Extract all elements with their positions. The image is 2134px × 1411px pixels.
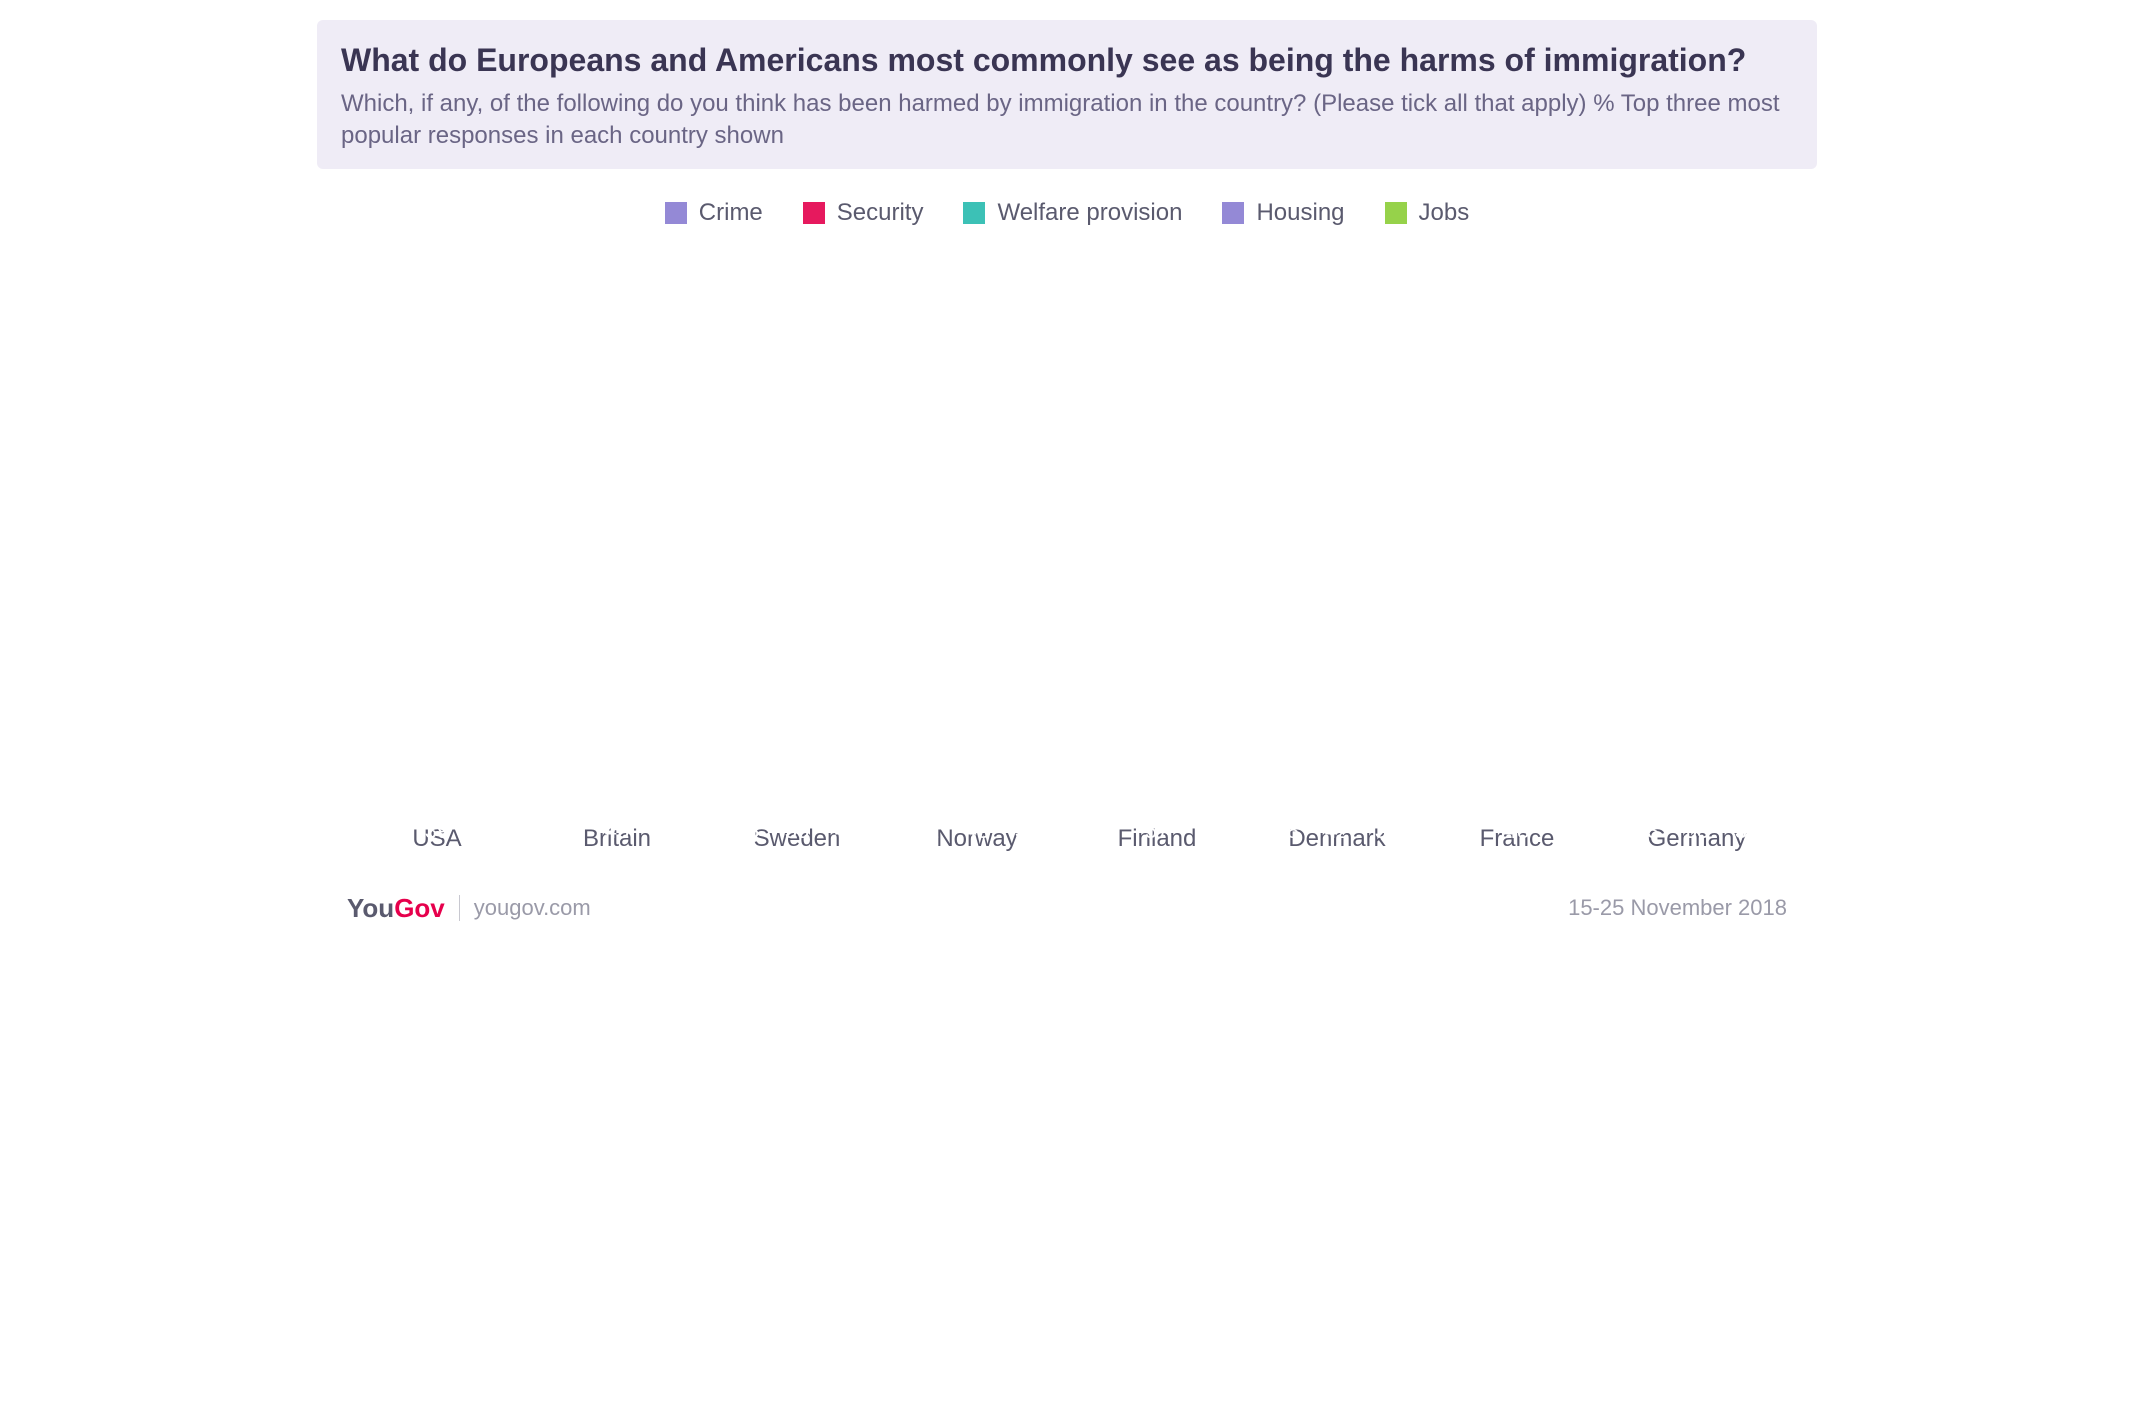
bar-value-label: 43 <box>965 818 989 844</box>
chart-plot-area: 4239324645396855466243386257416842334948… <box>317 251 1817 811</box>
legend-item: Housing <box>1222 199 1344 227</box>
legend-item: Security <box>803 199 924 227</box>
chart-subtitle: Which, if any, of the following do you t… <box>341 88 1793 153</box>
chart-footer: YouGov yougov.com 15-25 November 2018 <box>317 853 1817 934</box>
legend-swatch <box>1222 202 1244 224</box>
bar-value-label: 48 <box>1505 818 1529 844</box>
bar-value-label: 62 <box>1095 818 1119 844</box>
chart-header: What do Europeans and Americans most com… <box>317 20 1817 169</box>
x-axis: USABritainSwedenNorwayFinlandDenmarkFran… <box>317 811 1817 853</box>
legend-label: Crime <box>699 199 763 227</box>
bar-value-label: 32 <box>475 818 499 844</box>
bar-value-label: 45 <box>605 818 629 844</box>
legend-label: Welfare provision <box>997 199 1182 227</box>
brand-divider <box>459 895 460 921</box>
chart-title: What do Europeans and Americans most com… <box>341 40 1793 80</box>
legend-swatch <box>803 202 825 224</box>
brand-gov: Gov <box>394 893 445 923</box>
bar-value-label: 46 <box>555 818 579 844</box>
bar-value-label: 46 <box>835 818 859 844</box>
legend-swatch <box>963 202 985 224</box>
bar-value-label: 57 <box>1145 818 1169 844</box>
bar-value-label: 42 <box>375 818 399 844</box>
bar-value-label: 33 <box>1375 818 1399 844</box>
bar-value-label: 39 <box>425 818 449 844</box>
bar-value-label: 38 <box>1015 818 1039 844</box>
legend-label: Jobs <box>1419 199 1470 227</box>
legend-label: Security <box>837 199 924 227</box>
legend-item: Jobs <box>1385 199 1470 227</box>
bar-value-label: 62 <box>915 818 939 844</box>
legend-item: Crime <box>665 199 763 227</box>
brand: YouGov yougov.com <box>347 893 591 924</box>
bar-value-label: 41 <box>1195 818 1219 844</box>
bar-value-label: 55 <box>785 818 809 844</box>
legend-label: Housing <box>1256 199 1344 227</box>
chart-container: What do Europeans and Americans most com… <box>317 20 1817 934</box>
legend-swatch <box>665 202 687 224</box>
bar-value-label: 37 <box>1735 818 1759 844</box>
brand-logo: YouGov <box>347 893 445 924</box>
chart-legend: Crime Security Welfare provision Housing Job… <box>317 169 1817 251</box>
chart-date: 15-25 November 2018 <box>1568 895 1787 921</box>
bar-value-label: 44 <box>1555 818 1579 844</box>
bar-value-label: 68 <box>1275 818 1299 844</box>
legend-swatch <box>1385 202 1407 224</box>
bar-value-label: 68 <box>735 818 759 844</box>
bar-value-label: 63 <box>1635 818 1659 844</box>
bar-value-label: 39 <box>655 818 679 844</box>
bar-value-label: 42 <box>1325 818 1349 844</box>
bar-value-label: 49 <box>1455 818 1479 844</box>
bar-value-label: 53 <box>1685 818 1709 844</box>
bar-groups: 4239324645396855466243386257416842334948… <box>347 251 1787 811</box>
legend-item: Welfare provision <box>963 199 1182 227</box>
brand-url: yougov.com <box>474 895 591 921</box>
brand-you: You <box>347 893 394 923</box>
